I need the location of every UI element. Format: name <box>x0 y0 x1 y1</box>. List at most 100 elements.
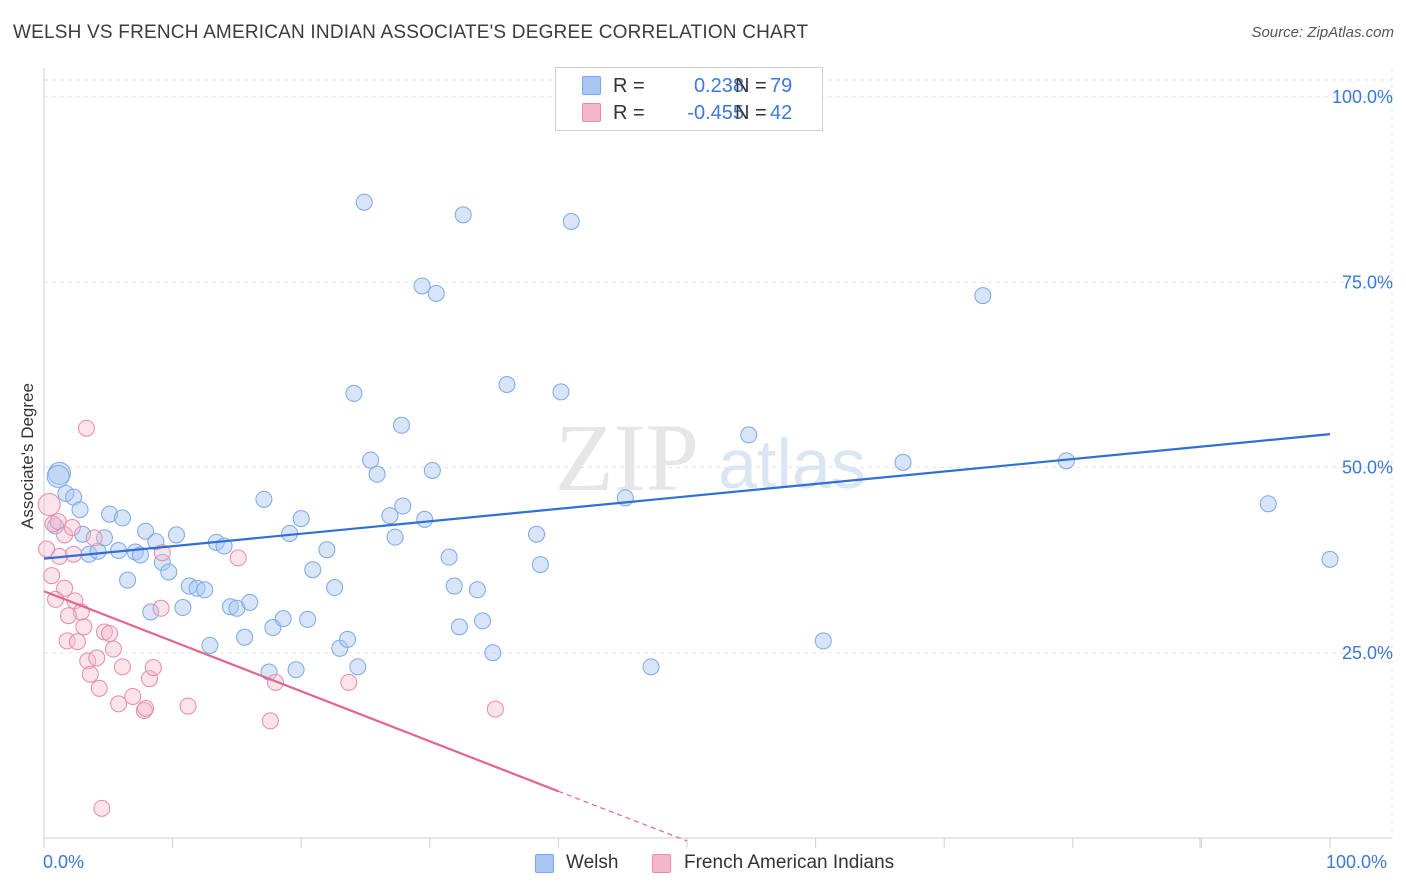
data-point <box>179 697 197 715</box>
data-point <box>381 507 399 525</box>
data-point <box>229 549 247 567</box>
data-point <box>142 603 160 621</box>
chart-title: WELSH VS FRENCH AMERICAN INDIAN ASSOCIAT… <box>13 22 809 43</box>
trend-line-extension <box>558 790 688 842</box>
data-point <box>440 548 458 566</box>
data-point <box>221 598 239 616</box>
legend-n-value: 79 <box>770 74 793 97</box>
data-point <box>345 384 363 402</box>
data-point <box>413 277 431 295</box>
legend-r-label: R = <box>613 101 645 124</box>
grid-lines <box>44 68 1393 838</box>
data-point <box>255 490 273 508</box>
data-point <box>338 630 356 648</box>
data-point <box>445 577 463 595</box>
data-point <box>260 663 278 681</box>
data-point <box>113 658 131 676</box>
legend-swatch-french-american-indians <box>582 103 601 122</box>
data-point <box>126 543 144 561</box>
data-point <box>394 497 412 515</box>
data-point <box>88 649 106 667</box>
data-point <box>137 699 155 717</box>
data-point <box>416 510 434 528</box>
data-point <box>153 553 171 571</box>
data-point <box>196 581 214 599</box>
data-point <box>261 712 279 730</box>
data-point <box>59 607 77 625</box>
correlation-legend: R = 0.238 N = 79 R = -0.455 N = 42 <box>555 67 823 131</box>
y-axis-label: Associate's Degree <box>18 383 37 529</box>
series-welsh <box>46 193 1339 681</box>
data-point <box>113 509 131 527</box>
data-point <box>474 612 492 630</box>
data-point <box>393 416 411 434</box>
data-point <box>174 599 192 617</box>
data-point <box>562 212 580 230</box>
data-point <box>304 561 322 579</box>
data-point <box>894 453 912 471</box>
data-point <box>71 501 89 519</box>
data-point <box>349 658 367 676</box>
data-point <box>147 533 165 551</box>
data-point <box>124 687 142 705</box>
legend-swatch-welsh <box>582 76 601 95</box>
bottom-legend-swatch-french-american-indians <box>652 854 671 873</box>
legend-r-label: R = <box>613 74 645 97</box>
data-point <box>46 464 70 488</box>
y-tick-label: 25.0% <box>1342 643 1393 663</box>
data-point <box>85 529 103 547</box>
trend-lines <box>43 433 1331 842</box>
data-point <box>340 673 358 691</box>
data-point <box>81 665 99 683</box>
watermark-zip: ZIP <box>555 404 699 511</box>
y-tick-labels: 25.0% 50.0% 75.0% 100.0% <box>1332 87 1393 663</box>
legend-n-label: N = <box>735 101 767 124</box>
data-point <box>57 484 75 502</box>
data-point <box>131 546 149 564</box>
data-point <box>43 567 61 585</box>
data-point <box>38 540 56 558</box>
data-point <box>642 658 660 676</box>
data-point <box>468 581 486 599</box>
data-point <box>47 517 65 535</box>
data-point <box>454 206 472 224</box>
bottom-legend-swatch-welsh <box>535 854 554 873</box>
legend-r-value: -0.455 <box>687 101 744 124</box>
data-point <box>814 632 832 650</box>
data-point <box>68 633 86 651</box>
data-point <box>236 628 254 646</box>
data-point <box>486 700 504 718</box>
data-point <box>355 193 373 211</box>
trend-line-welsh <box>43 433 1331 560</box>
data-point <box>63 519 81 537</box>
data-point <box>1321 550 1339 568</box>
data-point <box>137 522 155 540</box>
y-tick-label: 75.0% <box>1342 272 1393 292</box>
bottom-legend-label-welsh: Welsh <box>566 852 619 873</box>
data-point <box>326 579 344 597</box>
data-points <box>37 193 1339 817</box>
data-point <box>552 383 570 401</box>
x-tick-label-max: 100.0% <box>1326 852 1388 872</box>
data-point <box>368 465 386 483</box>
data-point <box>450 618 468 636</box>
data-point <box>299 610 317 628</box>
data-point <box>77 419 95 437</box>
data-point <box>75 618 93 636</box>
data-point <box>167 526 185 544</box>
data-point <box>974 287 992 305</box>
data-point <box>201 636 219 654</box>
data-point <box>292 510 310 528</box>
data-point <box>37 493 61 517</box>
data-point <box>104 640 122 658</box>
data-point <box>386 528 404 546</box>
axes <box>43 68 1392 848</box>
legend-n-value: 42 <box>770 101 793 124</box>
legend-r-value: 0.238 <box>693 74 744 97</box>
data-point <box>79 652 97 670</box>
data-point <box>119 571 137 589</box>
data-point <box>101 505 119 523</box>
data-point <box>531 556 549 574</box>
data-point <box>144 659 162 677</box>
